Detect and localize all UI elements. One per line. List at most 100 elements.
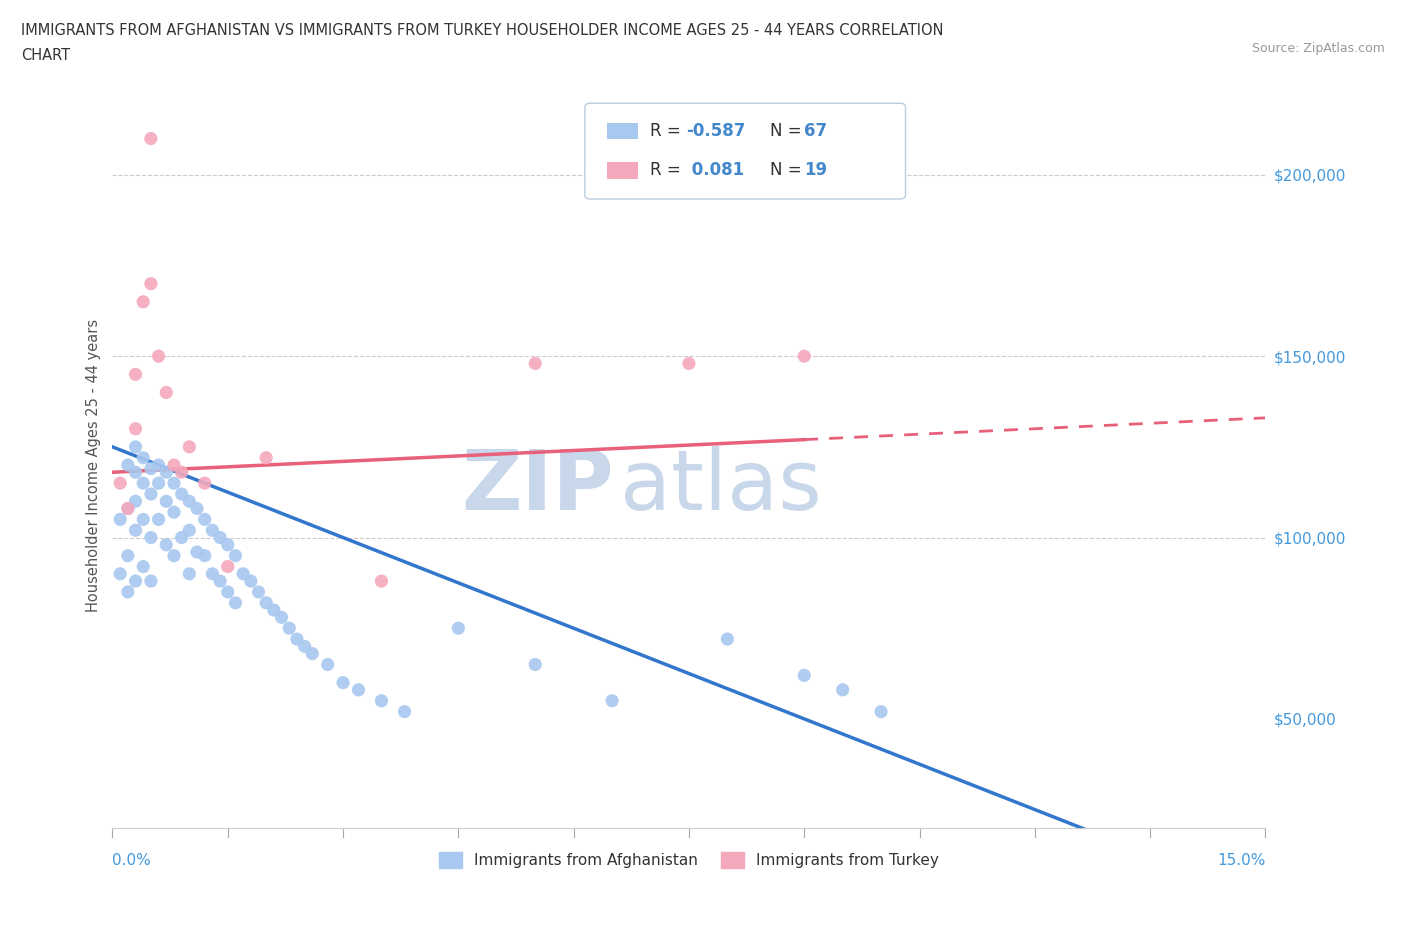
Point [124, 439, 146, 454]
Legend: Immigrants from Afghanistan, Immigrants from Turkey: Immigrants from Afghanistan, Immigrants … [433, 846, 945, 874]
Point [316, 657, 339, 671]
Text: N =: N = [770, 161, 801, 179]
Point [155, 494, 177, 509]
Text: CHART: CHART [21, 48, 70, 63]
Text: N =: N = [770, 122, 801, 140]
Point [132, 559, 155, 574]
Point [247, 584, 270, 599]
Point [831, 683, 853, 698]
Point [179, 439, 201, 454]
Point [132, 294, 155, 309]
Point [217, 584, 239, 599]
Point [239, 574, 262, 589]
Point [278, 621, 301, 636]
Point [294, 639, 316, 654]
Point [254, 595, 277, 610]
Point [108, 512, 131, 526]
Text: 0.081: 0.081 [686, 161, 744, 179]
Point [124, 366, 146, 381]
Point [270, 610, 292, 625]
Text: 67: 67 [804, 122, 827, 140]
Point [600, 694, 623, 709]
Point [201, 523, 224, 538]
Point [179, 566, 201, 581]
Point [139, 461, 162, 476]
Point [179, 494, 201, 509]
Point [148, 349, 170, 364]
Point [179, 523, 201, 538]
Point [148, 475, 170, 491]
Y-axis label: Householder Income Ages 25 - 44 years: Householder Income Ages 25 - 44 years [86, 318, 101, 612]
Point [108, 475, 131, 491]
Point [117, 501, 139, 516]
Point [124, 574, 146, 589]
Point [163, 505, 186, 520]
Text: -0.587: -0.587 [686, 122, 745, 140]
Point [524, 356, 547, 371]
Point [447, 621, 470, 636]
Point [194, 548, 217, 563]
Point [870, 704, 893, 719]
Point [117, 548, 139, 563]
Point [155, 385, 177, 400]
Point [524, 657, 547, 671]
Text: atlas: atlas [620, 446, 821, 527]
Point [209, 530, 232, 545]
Point [209, 574, 232, 589]
Point [132, 450, 155, 465]
Text: 19: 19 [804, 161, 827, 179]
Text: 0.0%: 0.0% [112, 853, 152, 868]
Text: R =: R = [650, 161, 681, 179]
Point [301, 646, 323, 661]
Point [163, 458, 186, 472]
Point [254, 450, 277, 465]
Point [148, 458, 170, 472]
Text: IMMIGRANTS FROM AFGHANISTAN VS IMMIGRANTS FROM TURKEY HOUSEHOLDER INCOME AGES 25: IMMIGRANTS FROM AFGHANISTAN VS IMMIGRANT… [21, 23, 943, 38]
Point [793, 668, 815, 683]
Point [132, 512, 155, 526]
Text: ZIP: ZIP [461, 446, 614, 527]
Point [716, 631, 738, 646]
Point [139, 530, 162, 545]
Point [263, 603, 285, 618]
Point [194, 512, 217, 526]
Point [170, 530, 193, 545]
Point [347, 683, 370, 698]
Text: R =: R = [650, 122, 681, 140]
Point [155, 538, 177, 552]
Point [132, 475, 155, 491]
Point [370, 694, 392, 709]
Point [370, 574, 392, 589]
Point [217, 559, 239, 574]
Point [201, 566, 224, 581]
Point [117, 458, 139, 472]
Point [224, 595, 246, 610]
Point [124, 523, 146, 538]
Point [124, 421, 146, 436]
Point [117, 501, 139, 516]
Point [186, 545, 208, 560]
Point [217, 538, 239, 552]
Point [332, 675, 354, 690]
Point [124, 494, 146, 509]
Point [108, 566, 131, 581]
Text: Source: ZipAtlas.com: Source: ZipAtlas.com [1251, 42, 1385, 55]
Point [170, 486, 193, 501]
Point [163, 475, 186, 491]
Point [163, 548, 186, 563]
Point [186, 501, 208, 516]
Point [155, 465, 177, 480]
Point [224, 548, 246, 563]
Point [117, 584, 139, 599]
Point [139, 574, 162, 589]
Text: 15.0%: 15.0% [1218, 853, 1265, 868]
Point [394, 704, 416, 719]
Point [678, 356, 700, 371]
Point [139, 486, 162, 501]
Point [194, 475, 217, 491]
Point [170, 465, 193, 480]
Point [793, 349, 815, 364]
Point [148, 512, 170, 526]
Point [285, 631, 308, 646]
Point [124, 465, 146, 480]
